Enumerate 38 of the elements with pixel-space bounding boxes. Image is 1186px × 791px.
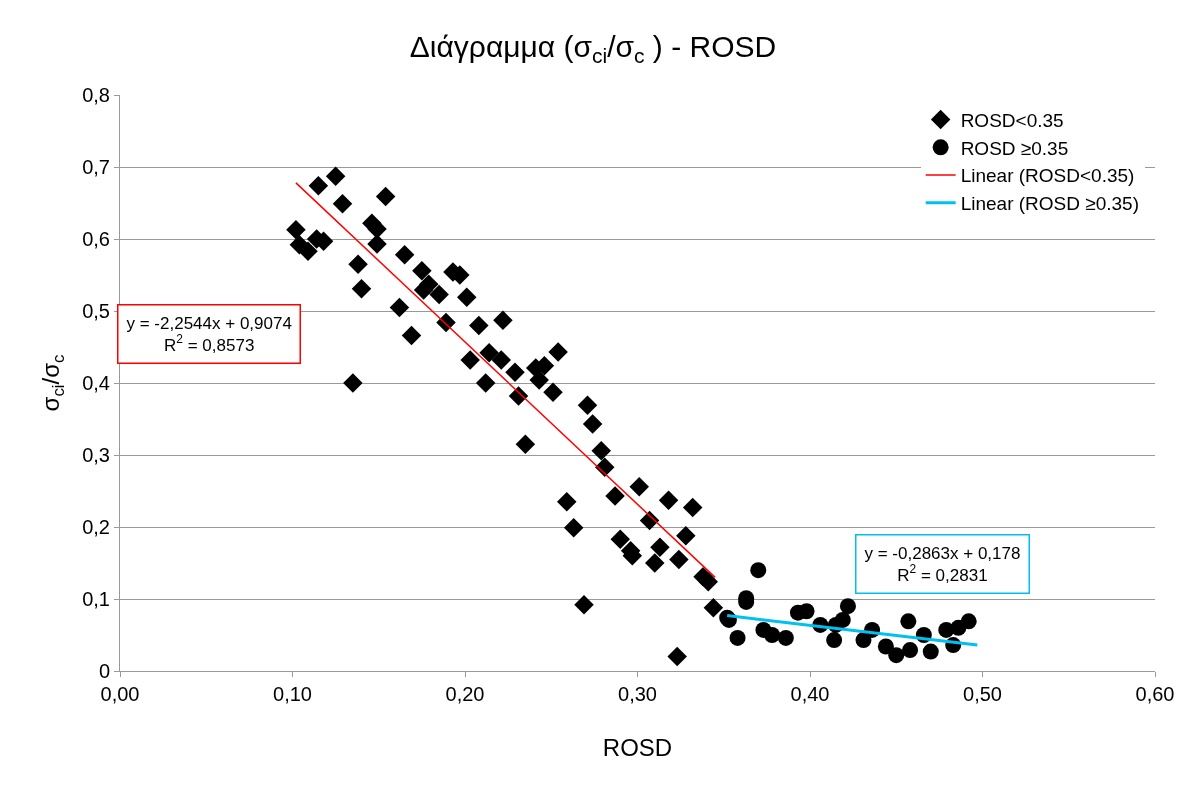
point — [922, 643, 939, 660]
point — [839, 598, 856, 615]
point — [798, 603, 815, 620]
point — [764, 627, 781, 643]
point — [888, 647, 905, 664]
point — [900, 613, 917, 630]
y-tick-label: 0,4 — [82, 372, 110, 394]
legend-label: Linear (ROSD ≥0.35) — [960, 193, 1139, 215]
point — [729, 629, 746, 646]
annotation: y = -2,2544x + 0,9074 R$^{2}$ = 0,8573 — [126, 313, 292, 355]
legend-label: Linear (ROSD<0.35) — [960, 165, 1135, 187]
x-tick-label: 0,00 — [100, 683, 140, 705]
x-tick-label: 0,40 — [790, 683, 830, 705]
x-tick-label: 0,30 — [618, 683, 657, 705]
y-tick-label: 0,7 — [82, 156, 110, 178]
y-tick-label: 0,5 — [82, 300, 110, 322]
point — [902, 642, 919, 659]
x-axis-title: ROSD — [602, 734, 673, 762]
y-tick-label: 0,2 — [82, 516, 110, 538]
legend-label: ROSD ≥0.35 — [960, 137, 1069, 159]
legend-label: ROSD<0.35 — [960, 110, 1064, 132]
chart-title: Διάγραμμα (σ$_{ci}$/σ$_{c}$ ) - ROSD — [409, 29, 777, 67]
point — [750, 562, 767, 579]
point — [777, 629, 794, 646]
y-tick-label: 0,8 — [82, 84, 110, 106]
point — [960, 613, 977, 630]
x-tick-label: 0,60 — [1135, 683, 1175, 705]
y-tick-label: 0,1 — [82, 588, 110, 610]
x-tick-label: 0,20 — [445, 683, 485, 705]
y-tick-label: 0,6 — [82, 228, 110, 250]
point — [826, 632, 843, 649]
y-tick-label: 0,3 — [82, 444, 110, 466]
x-tick-label: 0,10 — [273, 683, 312, 705]
annotation: y = -0,2863x + 0,178 R$^{2}$ = 0,2831 — [864, 543, 1021, 585]
y-tick-label: 0 — [98, 660, 110, 682]
point — [834, 611, 851, 628]
point — [877, 638, 894, 655]
x-tick-label: 0,50 — [963, 683, 1002, 705]
